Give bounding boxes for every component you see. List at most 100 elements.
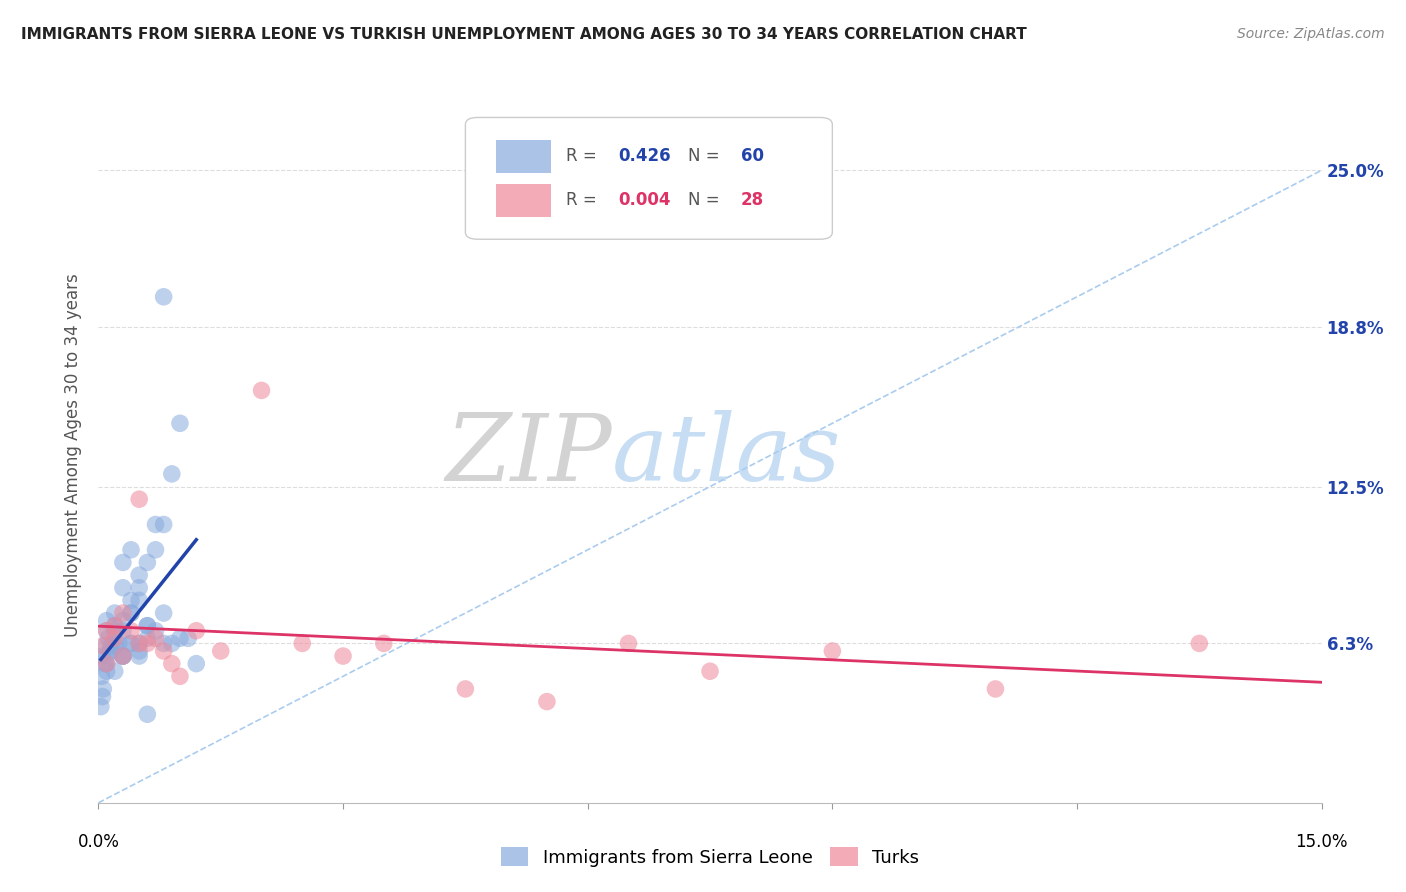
Text: N =: N =: [688, 147, 725, 165]
Point: [160, 657, 183, 671]
Point: [111, 648, 134, 663]
Point: [120, 593, 142, 607]
Point: [94, 639, 117, 653]
Point: [373, 636, 395, 650]
Text: Source: ZipAtlas.com: Source: ZipAtlas.com: [1237, 27, 1385, 41]
Text: atlas: atlas: [612, 410, 842, 500]
Point: [152, 636, 174, 650]
Point: [90, 699, 112, 714]
Text: 0.004: 0.004: [619, 191, 671, 210]
Point: [136, 707, 159, 722]
Point: [120, 624, 142, 638]
Y-axis label: Unemployment Among Ages 30 to 34 years: Unemployment Among Ages 30 to 34 years: [65, 273, 83, 637]
Point: [136, 556, 159, 570]
Point: [111, 556, 134, 570]
Point: [454, 681, 477, 696]
Point: [152, 517, 174, 532]
Text: 60: 60: [741, 147, 763, 165]
Point: [291, 636, 314, 650]
Point: [96, 624, 118, 638]
Point: [169, 632, 191, 646]
Point: [177, 632, 200, 646]
Point: [94, 657, 117, 671]
Bar: [496, 140, 551, 173]
Point: [128, 593, 150, 607]
Text: ZIP: ZIP: [446, 410, 612, 500]
Point: [96, 648, 118, 663]
Point: [152, 644, 174, 658]
Point: [111, 648, 134, 663]
Point: [984, 681, 1007, 696]
Point: [97, 632, 120, 646]
Text: IMMIGRANTS FROM SIERRA LEONE VS TURKISH UNEMPLOYMENT AMONG AGES 30 TO 34 YEARS C: IMMIGRANTS FROM SIERRA LEONE VS TURKISH …: [21, 27, 1026, 42]
Point: [169, 669, 191, 683]
Point: [120, 636, 142, 650]
Point: [128, 581, 150, 595]
Point: [111, 581, 134, 595]
Point: [136, 618, 159, 632]
Bar: [496, 184, 551, 217]
Point: [136, 618, 159, 632]
Point: [104, 618, 127, 632]
Point: [332, 648, 354, 663]
Point: [104, 636, 127, 650]
Point: [91, 639, 114, 653]
Point: [160, 467, 183, 481]
Text: R =: R =: [565, 147, 602, 165]
Point: [108, 636, 131, 650]
Point: [111, 648, 134, 663]
Point: [699, 665, 721, 679]
Point: [617, 636, 640, 650]
Point: [536, 695, 558, 709]
Point: [128, 644, 150, 658]
Point: [100, 644, 122, 658]
Text: 0.426: 0.426: [619, 147, 671, 165]
Point: [104, 632, 127, 646]
Point: [128, 636, 150, 650]
Point: [111, 624, 134, 638]
Text: 0.0%: 0.0%: [77, 833, 120, 851]
Text: N =: N =: [688, 191, 725, 210]
Point: [186, 624, 208, 638]
Point: [104, 665, 127, 679]
Point: [120, 606, 142, 620]
Text: R =: R =: [565, 191, 602, 210]
Point: [91, 648, 114, 663]
Point: [169, 417, 191, 431]
Text: 15.0%: 15.0%: [1295, 833, 1348, 851]
Point: [128, 636, 150, 650]
Point: [209, 644, 232, 658]
Point: [100, 639, 122, 653]
Point: [160, 636, 183, 650]
Point: [104, 639, 127, 653]
Point: [96, 657, 118, 671]
Point: [186, 657, 208, 671]
Text: 28: 28: [741, 191, 763, 210]
Point: [96, 657, 118, 671]
Point: [100, 644, 122, 658]
Point: [111, 614, 134, 628]
Point: [104, 606, 127, 620]
Point: [104, 624, 127, 638]
Point: [152, 290, 174, 304]
Point: [120, 542, 142, 557]
Point: [1188, 636, 1211, 650]
Point: [145, 632, 167, 646]
FancyBboxPatch shape: [465, 118, 832, 239]
Point: [120, 606, 142, 620]
Point: [96, 665, 118, 679]
Point: [821, 644, 844, 658]
Point: [120, 636, 142, 650]
Point: [96, 614, 118, 628]
Point: [145, 517, 167, 532]
Point: [128, 648, 150, 663]
Point: [91, 681, 114, 696]
Point: [136, 636, 159, 650]
Point: [136, 632, 159, 646]
Point: [152, 606, 174, 620]
Point: [250, 384, 273, 398]
Point: [90, 669, 112, 683]
Point: [111, 606, 134, 620]
Point: [111, 648, 134, 663]
Point: [104, 618, 127, 632]
